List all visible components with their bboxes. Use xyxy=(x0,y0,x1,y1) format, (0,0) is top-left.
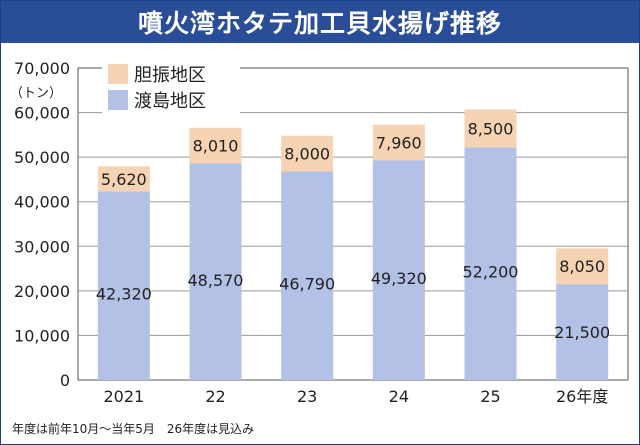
y-axis-label: （トン） xyxy=(10,86,62,101)
y-tick-label: 10,000 xyxy=(14,326,70,345)
data-label-iburi: 8,050 xyxy=(559,257,605,276)
bar-oshima xyxy=(556,284,609,380)
data-label-iburi: 5,620 xyxy=(101,170,147,189)
bar-oshima xyxy=(464,147,517,380)
bar-iburi xyxy=(464,109,517,148)
data-label-oshima: 49,320 xyxy=(371,269,427,288)
x-tick-label: 26年度 xyxy=(556,387,608,406)
data-label-iburi: 7,960 xyxy=(376,133,422,152)
bar-oshima xyxy=(97,191,150,380)
x-tick-label: 2021 xyxy=(103,387,144,406)
chart-title: 噴火湾ホタテ加工貝水揚げ推移 xyxy=(1,1,639,43)
y-tick-label: 0 xyxy=(60,371,70,390)
bar-iburi xyxy=(97,166,150,192)
y-tick-label: 30,000 xyxy=(14,237,70,256)
y-tick-label: 70,000 xyxy=(14,59,70,78)
x-tick-label: 25 xyxy=(480,387,500,406)
y-tick-label: 40,000 xyxy=(14,193,70,212)
bar-oshima xyxy=(189,163,242,380)
data-label-iburi: 8,000 xyxy=(284,145,330,164)
bar-iburi xyxy=(556,248,609,285)
data-label-oshima: 48,570 xyxy=(188,271,244,290)
legend-swatch xyxy=(108,64,128,84)
legend-label: 胆振地区 xyxy=(134,65,206,86)
data-label-iburi: 8,500 xyxy=(468,119,514,138)
x-tick-label: 22 xyxy=(205,387,225,406)
data-label-iburi: 8,010 xyxy=(193,137,239,156)
data-label-oshima: 21,500 xyxy=(554,323,610,342)
plot-area xyxy=(77,67,629,381)
y-tick-label: 20,000 xyxy=(14,282,70,301)
bar-iburi xyxy=(281,135,334,172)
bar-oshima xyxy=(372,160,425,380)
bar-iburi xyxy=(372,124,425,161)
bar-iburi xyxy=(189,127,242,164)
legend-swatch xyxy=(108,90,128,110)
data-label-oshima: 46,790 xyxy=(279,275,335,294)
x-tick-label: 24 xyxy=(389,387,409,406)
bar-oshima xyxy=(281,171,334,380)
footnote: 年度は前年10月～当年5月 26年度は見込み xyxy=(12,422,255,436)
data-label-oshima: 52,200 xyxy=(463,263,519,282)
x-tick-label: 23 xyxy=(297,387,317,406)
y-tick-label: 50,000 xyxy=(14,148,70,167)
legend-label: 渡島地区 xyxy=(134,91,206,112)
data-label-oshima: 42,320 xyxy=(96,285,152,304)
y-tick-label: 60,000 xyxy=(14,104,70,123)
